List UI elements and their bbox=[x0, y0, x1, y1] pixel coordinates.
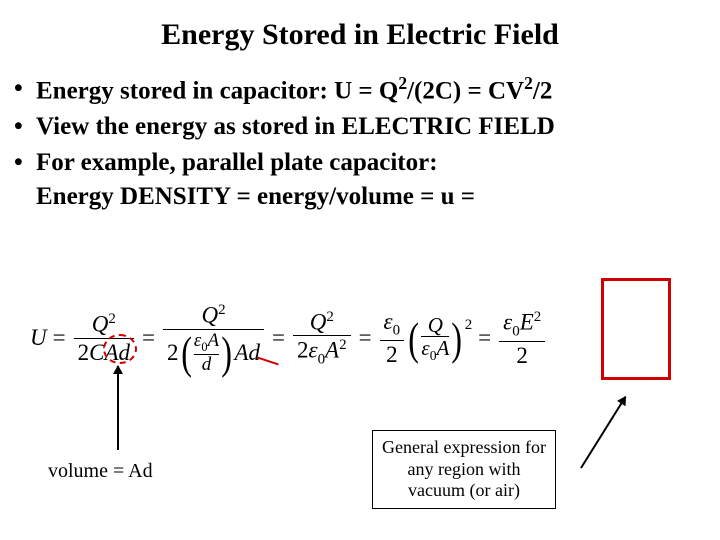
a5: A bbox=[437, 336, 450, 360]
b3a: For example, parallel plate capacitor: bbox=[36, 149, 438, 176]
final-box-annotation bbox=[601, 278, 671, 380]
b1-post: /2 bbox=[533, 77, 552, 104]
page-title: Energy Stored in Electric Field bbox=[0, 0, 720, 52]
eq-equals-4: = bbox=[353, 325, 378, 351]
a4: A bbox=[325, 338, 339, 363]
eq-equals-2: = bbox=[136, 325, 161, 351]
s02: 0 bbox=[318, 352, 325, 368]
eq-term-4: ε0 2 ( Q ε0A ) 2 bbox=[378, 309, 473, 367]
a3: A bbox=[234, 340, 248, 365]
eps4: ε bbox=[421, 336, 429, 360]
d3: d bbox=[249, 340, 261, 365]
eq-equals-5: = bbox=[472, 325, 497, 351]
eq-term-final: ε0E2 2 bbox=[499, 309, 545, 368]
bullet-2: • View the energy as stored in ELECTRIC … bbox=[14, 110, 710, 144]
general-expression-box: General expression for any region with v… bbox=[372, 430, 556, 509]
s03: 0 bbox=[393, 323, 400, 339]
q: Q bbox=[92, 312, 109, 337]
b3b: Energy DENSITY = energy/volume = u = bbox=[36, 183, 475, 210]
b1-mid: /(2C) = CV bbox=[407, 77, 524, 104]
eq-term-2: Q2 2 ( ε0A d ) Ad bbox=[163, 302, 264, 375]
eq-equals-1: = bbox=[47, 325, 72, 351]
eps2: ε bbox=[308, 338, 317, 363]
eps3: ε bbox=[384, 309, 393, 334]
bullet-1: • Energy stored in capacitor: U = Q2/(2C… bbox=[14, 72, 710, 108]
E: E bbox=[520, 309, 534, 334]
arrow-to-volume bbox=[117, 366, 119, 450]
d2: d bbox=[202, 355, 212, 375]
bullet-3: • For example, parallel plate capacitor:… bbox=[14, 146, 710, 214]
a2: A bbox=[208, 330, 220, 351]
s05: 0 bbox=[512, 323, 519, 339]
arrow-to-final bbox=[580, 396, 626, 468]
eq-U: U bbox=[30, 325, 47, 351]
volume-label: volume = Ad bbox=[48, 460, 153, 483]
circle-annotation bbox=[103, 334, 137, 364]
bullet-list: • Energy stored in capacitor: U = Q2/(2C… bbox=[14, 72, 710, 213]
eps5: ε bbox=[503, 309, 512, 334]
b1-pre: Energy stored in capacitor: U = Q bbox=[36, 77, 398, 104]
s04: 0 bbox=[430, 348, 437, 363]
eq-term-3: Q2 2ε0A2 bbox=[293, 309, 351, 369]
c: C bbox=[89, 340, 104, 365]
q4: Q bbox=[428, 314, 443, 336]
eq-equals-3: = bbox=[266, 325, 291, 351]
q2: Q bbox=[201, 303, 218, 328]
q3: Q bbox=[310, 309, 327, 334]
